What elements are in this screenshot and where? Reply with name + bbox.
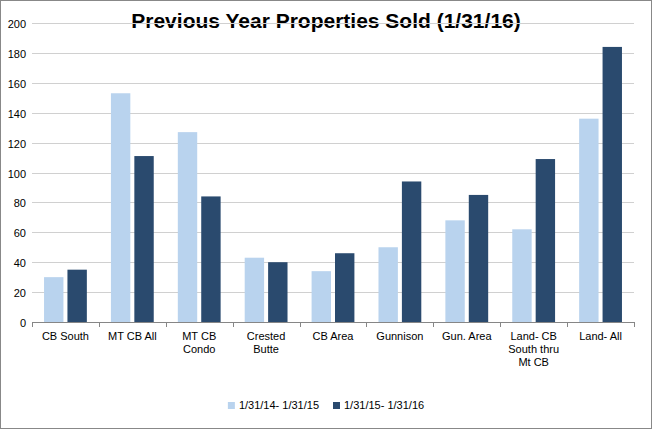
legend-label: 1/31/14- 1/31/15 [239, 399, 319, 411]
x-tick-label: MT CB All [108, 330, 157, 342]
x-tick-label-line: Crested [247, 330, 286, 342]
x-tick-label-line: CB Area [313, 330, 355, 342]
x-tick [500, 322, 501, 327]
bar [512, 229, 531, 322]
y-tick-label: 180 [8, 48, 26, 60]
bar [178, 132, 197, 322]
chart-border [1, 1, 652, 429]
grid-line [32, 53, 634, 54]
x-tick-label: CB South [42, 330, 89, 342]
x-tick-label-line: Land- All [579, 330, 622, 342]
bar [134, 156, 153, 322]
bar [536, 159, 555, 322]
x-tick-label-line: Mt CB [518, 356, 549, 368]
x-tick-label-line: Land- CB [510, 330, 556, 342]
x-tick-label-line: MT CB [182, 330, 216, 342]
y-tick-label: 40 [14, 257, 26, 269]
x-tick-label-line: Gunnison [376, 330, 423, 342]
legend-label: 1/31/15- 1/31/16 [344, 399, 424, 411]
x-tick-label: Land- All [579, 330, 622, 342]
bar [603, 47, 622, 322]
y-tick-label: 100 [8, 168, 26, 180]
bar [579, 119, 598, 322]
y-tick-label: 20 [14, 287, 26, 299]
y-tick-label: 200 [8, 18, 26, 30]
bar [201, 196, 220, 322]
x-tick [166, 322, 167, 327]
x-tick-label: Gunnison [376, 330, 423, 342]
bar [469, 195, 488, 322]
x-tick-label-line: CB South [42, 330, 89, 342]
bar [402, 181, 421, 322]
bar [378, 247, 397, 322]
x-tick-label: MT CBCondo [182, 330, 216, 355]
x-tick [567, 322, 568, 327]
bar [111, 93, 130, 322]
bar [312, 271, 331, 322]
legend: 1/31/14- 1/31/15 1/31/15- 1/31/16 [228, 399, 424, 411]
x-tick-label: Gun. Area [442, 330, 492, 342]
legend-swatch [333, 402, 340, 409]
x-tick [32, 322, 33, 327]
x-tick-label-line: South thru [508, 343, 559, 355]
y-tick-label: 140 [8, 108, 26, 120]
y-tick-label: 60 [14, 227, 26, 239]
x-tick [300, 322, 301, 327]
bar [445, 220, 464, 322]
grid-line [32, 83, 634, 84]
y-tick-label: 120 [8, 138, 26, 150]
grid-line [32, 23, 634, 24]
x-tick-label: CrestedButte [247, 330, 286, 355]
bar [268, 262, 287, 322]
x-tick [634, 322, 635, 327]
x-tick [433, 322, 434, 327]
y-tick-label: 0 [20, 317, 26, 329]
legend-swatch [228, 402, 235, 409]
x-tick-label: Land- CBSouth thruMt CB [508, 330, 559, 368]
chart-title: Previous Year Properties Sold (1/31/16) [131, 9, 520, 32]
x-tick [366, 322, 367, 327]
y-tick-label: 80 [14, 197, 26, 209]
chart: Previous Year Properties Sold (1/31/16) 0… [0, 0, 652, 429]
x-tick-label: CB Area [313, 330, 355, 342]
x-tick-label-line: Gun. Area [442, 330, 492, 342]
x-axis-line [32, 322, 634, 323]
bar [335, 253, 354, 322]
x-tick-label-line: Condo [183, 343, 215, 355]
bar [67, 270, 86, 322]
grid-line [32, 322, 634, 323]
bars [44, 47, 622, 322]
y-tick-label: 160 [8, 78, 26, 90]
bar [245, 258, 264, 322]
x-tick-label-line: Butte [253, 343, 279, 355]
x-tick [233, 322, 234, 327]
x-tick [99, 322, 100, 327]
bar [44, 277, 63, 322]
x-tick-label-line: MT CB All [108, 330, 157, 342]
